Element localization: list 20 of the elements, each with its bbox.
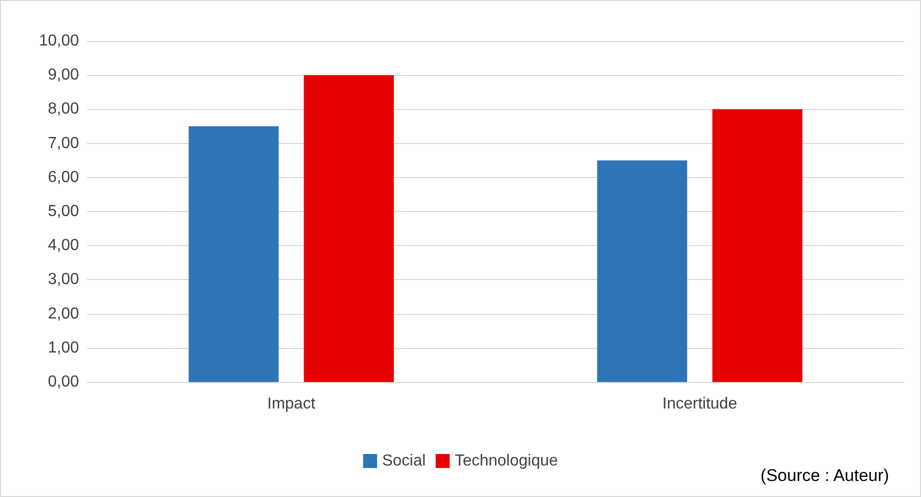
y-tick-label: 6,00 bbox=[48, 168, 80, 186]
legend-label: Technologique bbox=[454, 452, 558, 470]
y-tick-label: 9,00 bbox=[48, 66, 80, 84]
y-tick-label: 2,00 bbox=[48, 305, 80, 322]
y-tick-label: 0,00 bbox=[48, 374, 80, 390]
y-tick-label: 1,00 bbox=[48, 339, 80, 356]
bar bbox=[712, 109, 802, 382]
y-tick-label: 8,00 bbox=[48, 100, 80, 118]
bar bbox=[597, 160, 688, 382]
bar bbox=[304, 75, 394, 382]
x-tick-label: Incertitude bbox=[662, 396, 738, 412]
y-tick-label: 10,00 bbox=[38, 32, 80, 50]
y-tick-label: 4,00 bbox=[48, 237, 80, 254]
text: (Source : Auteur) bbox=[760, 466, 890, 485]
y-tick-label: 3,00 bbox=[48, 271, 80, 288]
y-tick-label: 5,00 bbox=[48, 203, 80, 220]
legend-label: Social bbox=[382, 452, 426, 470]
x-tick-label: Impact bbox=[267, 396, 316, 412]
bar bbox=[188, 126, 279, 382]
y-tick-label: 7,00 bbox=[48, 134, 80, 152]
